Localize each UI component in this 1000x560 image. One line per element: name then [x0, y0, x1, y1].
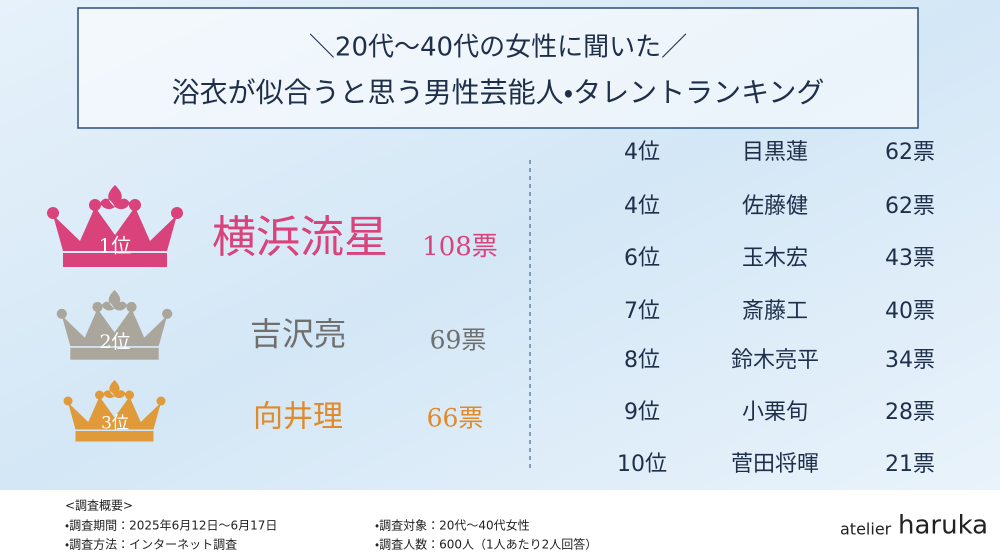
title-line: ＼20代〜40代の女性に聞いた／ — [309, 33, 687, 63]
votes: 62票 — [885, 140, 935, 165]
footer-item: ・調査人数：600人（1人あたり2人回答） — [375, 537, 597, 552]
votes: 21票 — [885, 452, 935, 477]
rank: 6位 — [624, 246, 660, 271]
votes: 28票 — [885, 400, 935, 425]
name: 目黒蓮 — [742, 140, 808, 165]
title-line: 浴衣が似合うと思う男性芸能人・タレントランキング — [172, 76, 825, 109]
footer — [0, 490, 1000, 560]
rank-label: 2位 — [99, 331, 130, 353]
logo-small: atelier — [840, 520, 892, 539]
name: 斎藤工 — [742, 299, 808, 324]
name: 玉木宏 — [742, 246, 808, 271]
footer-item: ・調査対象：20代～40代女性 — [375, 519, 530, 533]
rank: 8位 — [624, 348, 660, 373]
rank-label: 3位 — [101, 414, 129, 434]
rank-label: 1位 — [99, 234, 132, 258]
name: 菅田将暉 — [731, 452, 819, 477]
votes: 43票 — [885, 246, 935, 271]
name: 小栗旬 — [742, 400, 808, 425]
name: 横浜流星 — [212, 212, 388, 263]
votes: 108票 — [422, 232, 498, 262]
footer-item: ・調査期間：2025年6月12日～6月17日 — [65, 519, 277, 533]
rank: 9位 — [624, 400, 660, 425]
footer-item: ・調査方法：インターネット調査 — [65, 537, 237, 552]
votes: 69票 — [430, 326, 487, 355]
votes: 62票 — [885, 194, 935, 219]
votes: 66票 — [427, 404, 484, 433]
votes: 34票 — [885, 348, 935, 373]
rank: 4位 — [624, 194, 660, 219]
name: 吉沢亮 — [250, 315, 346, 353]
name: 鈴木亮平 — [731, 348, 819, 373]
name: 向井理 — [253, 400, 343, 435]
rank: 10位 — [617, 452, 667, 477]
logo-large: haruka — [898, 511, 988, 541]
name: 佐藤健 — [742, 194, 808, 219]
footer-heading: <調査概要> — [65, 499, 133, 513]
rank: 7位 — [624, 299, 660, 324]
title-box — [77, 7, 919, 129]
rank: 4位 — [624, 140, 660, 165]
votes: 40票 — [885, 299, 935, 324]
